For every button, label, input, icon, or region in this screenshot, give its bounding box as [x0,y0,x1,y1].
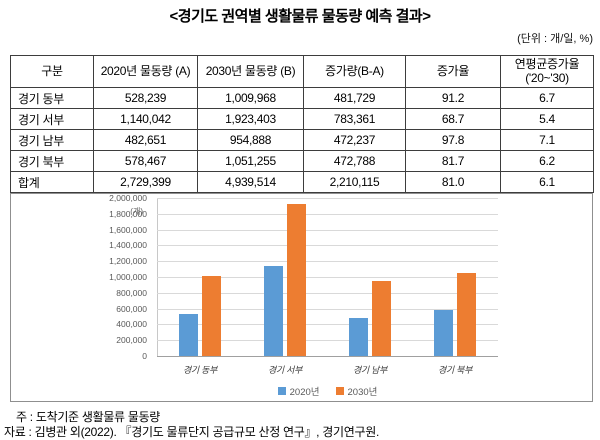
cell-increase: 2,210,115 [303,171,406,193]
table-row: 경기 동부 528,239 1,009,968 481,729 91.2 6.7 [10,87,594,109]
cell-rate: 68.7 [405,108,501,130]
legend-swatch-2020-icon [277,387,286,395]
table-row: 경기 북부 578,467 1,051,255 472,788 81.7 6.2 [10,150,594,172]
legend-swatch-2030-icon [335,387,344,395]
x-axis-label: 경기 북부 [437,365,473,375]
cell-region: 합계 [10,171,94,193]
gridline [157,230,498,231]
y-tick-label: 1,600,000 [109,225,147,235]
bar-2020년-경기 북부 [434,310,453,356]
cell-rate: 97.8 [405,129,501,151]
forecast-table: 구분 2020년 물동량 (A) 2030년 물동량 (B) 증가량(B-A) … [10,55,594,193]
y-tick-label: 800,000 [116,288,147,298]
cell-region: 경기 동부 [10,87,94,109]
cell-increase: 472,788 [303,150,406,172]
col-header-2030: 2030년 물동량 (B) [197,55,304,88]
x-axis-line [157,356,498,357]
legend-label-2030: 2030년 [347,387,378,398]
cell-rate: 91.2 [405,87,501,109]
source-line: 자료 : 김병관 외(2022). 『경기도 물류단지 공급규모 산정 연구』,… [4,425,379,439]
gridline [157,309,498,310]
cell-cagr: 6.2 [500,150,594,172]
gridline [157,214,498,215]
gridline [157,198,498,199]
cell-increase: 481,729 [303,87,406,109]
x-axis-label: 경기 동부 [182,365,218,375]
cell-2020: 578,467 [93,150,198,172]
x-axis-label: 경기 남부 [352,365,388,375]
bar-2020년-경기 동부 [179,314,198,356]
y-tick-label: 0 [142,351,147,361]
chart-area: (개) 2020년 2030년 2,000,000 1,800,000 1,600,… [10,193,593,402]
y-tick-label: 400,000 [116,319,147,329]
y-tick-label: 1,800,000 [109,209,147,219]
cell-increase: 472,237 [303,129,406,151]
cell-region: 경기 북부 [10,150,94,172]
gridline [157,277,498,278]
chart-legend: 2020년 2030년 [157,384,498,398]
bar-2030년-경기 남부 [372,281,391,356]
cell-2030: 4,939,514 [197,171,304,193]
x-axis-label: 경기 서부 [267,365,303,375]
col-header-cagr: 연평균증가율 ('20~'30) [500,55,594,88]
y-tick-label: 1,000,000 [109,272,147,282]
cell-2020: 1,140,042 [93,108,198,130]
cell-cagr: 7.1 [500,129,594,151]
col-header-2020: 2020년 물동량 (A) [93,55,198,88]
gridline [157,340,498,341]
legend-label-2020: 2020년 [289,387,320,398]
y-tick-label: 1,200,000 [109,256,147,266]
y-tick-label: 200,000 [116,335,147,345]
cell-2020: 482,651 [93,129,198,151]
cell-2020: 528,239 [93,87,198,109]
y-axis-unit-label: (개) [130,207,143,216]
y-tick-label: 1,400,000 [109,240,147,250]
cell-2030: 954,888 [197,129,304,151]
cell-rate: 81.7 [405,150,501,172]
legend-item-2030: 2030년 [335,384,378,398]
table-row: 경기 남부 482,651 954,888 472,237 97.8 7.1 [10,129,594,151]
bar-2030년-경기 북부 [457,273,476,356]
gridline [157,293,498,294]
unit-note: (단위 : 개/일, %) [517,33,593,45]
y-tick-label: 2,000,000 [109,193,147,203]
cell-2030: 1,009,968 [197,87,304,109]
gridline [157,324,498,325]
legend-item-2020: 2020년 [277,384,320,398]
cell-cagr: 6.7 [500,87,594,109]
cell-region: 경기 서부 [10,108,94,130]
table-header-row: 구분 2020년 물동량 (A) 2030년 물동량 (B) 증가량(B-A) … [10,55,594,88]
chart-plot [157,198,498,357]
page-title: <경기도 권역별 생활물류 물동량 예측 결과> [169,8,431,25]
footnote-line: 주 : 도착기준 생활물류 물동량 [16,410,161,424]
cell-2030: 1,923,403 [197,108,304,130]
cell-2020: 2,729,399 [93,171,198,193]
gridline [157,261,498,262]
cell-cagr: 5.4 [500,108,594,130]
col-header-region: 구분 [10,55,94,88]
col-header-rate: 증가율 [405,55,501,88]
cell-increase: 783,361 [303,108,406,130]
cell-2030: 1,051,255 [197,150,304,172]
bar-2030년-경기 서부 [287,204,306,356]
cell-rate: 81.0 [405,171,501,193]
bar-2020년-경기 서부 [264,266,283,356]
table-row-total: 합계 2,729,399 4,939,514 2,210,115 81.0 6.… [10,171,594,193]
y-tick-label: 600,000 [116,304,147,314]
bar-2030년-경기 동부 [202,276,221,356]
gridline [157,245,498,246]
table-row: 경기 서부 1,140,042 1,923,403 783,361 68.7 5… [10,108,594,130]
cell-cagr: 6.1 [500,171,594,193]
cell-region: 경기 남부 [10,129,94,151]
col-header-increase: 증가량(B-A) [303,55,406,88]
bar-2020년-경기 남부 [349,318,368,356]
